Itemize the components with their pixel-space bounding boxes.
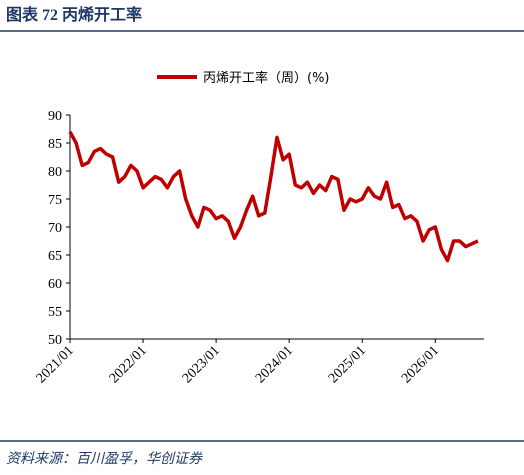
y-tick-label: 75 — [48, 193, 62, 208]
y-tick-label: 55 — [48, 305, 62, 320]
y-tick-label: 90 — [48, 109, 62, 124]
legend-label: 丙烯开工率（周）(%) — [203, 70, 330, 86]
x-tick-label: 2022/01 — [107, 343, 150, 386]
y-tick-label: 85 — [48, 137, 62, 152]
x-tick-label: 2026/01 — [399, 343, 442, 386]
x-tick-label: 2025/01 — [326, 343, 369, 386]
y-tick-label: 70 — [48, 221, 62, 236]
series-line — [68, 130, 479, 263]
y-tick-label: 65 — [48, 249, 62, 264]
y-tick-label: 80 — [48, 165, 62, 180]
x-tick-label: 2024/01 — [253, 343, 296, 386]
source: 资料来源：百川盈孚，华创证券 — [6, 451, 203, 467]
y-tick-label: 50 — [48, 333, 62, 348]
chart-title: 图表 72 丙烯开工率 — [6, 5, 142, 24]
y-tick-label: 60 — [48, 277, 62, 292]
x-tick-label: 2021/01 — [34, 343, 77, 386]
x-tick-label: 2023/01 — [180, 343, 223, 386]
